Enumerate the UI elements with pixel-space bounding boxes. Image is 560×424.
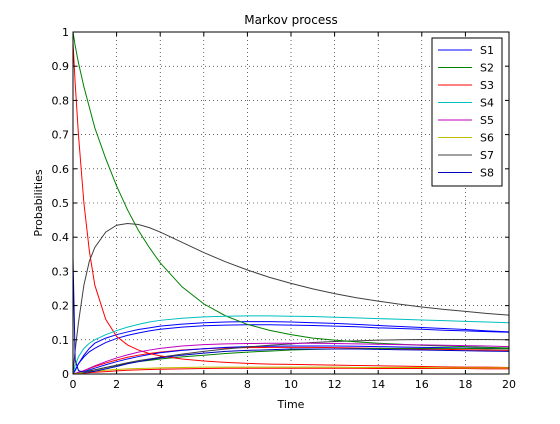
series-line-s5 [72, 342, 510, 375]
chart-title: Markov process [244, 13, 338, 27]
unlabeled-series-line [72, 324, 510, 375]
legend-label-s5: S5 [480, 114, 494, 127]
y-tick-label: 0.1 [52, 334, 70, 347]
series-line-s7 [72, 223, 510, 375]
legend-label-s1: S1 [480, 44, 494, 57]
x-tick-label: 14 [371, 378, 385, 391]
x-tick-label: 2 [113, 378, 120, 391]
axis-ticks: 0 2 4 6 8 10 12 14 16 18 20 0 0.1 0.2 0.3 0.4 0.5 0.6 0.7 0… [52, 26, 517, 391]
x-tick-label: 12 [328, 378, 342, 391]
y-tick-label: 0.2 [52, 300, 70, 313]
y-tick-label: 0.9 [52, 60, 70, 73]
x-tick-label: 0 [70, 378, 77, 391]
y-tick-label: 1 [62, 26, 69, 39]
y-axis-label: Probabilities [32, 169, 45, 236]
y-tick-label: 0.4 [52, 231, 70, 244]
series-line-s1 [72, 321, 510, 375]
legend-label-s6: S6 [480, 132, 494, 145]
unlabeled-series-line [72, 338, 510, 375]
series-line-s4 [72, 315, 510, 375]
y-tick-label: 0.7 [52, 129, 70, 142]
y-tick-label: 0.3 [52, 265, 70, 278]
y-tick-label: 0.6 [52, 163, 70, 176]
legend-label-s4: S4 [480, 97, 494, 110]
x-tick-label: 10 [284, 378, 298, 391]
x-tick-label: 4 [157, 378, 164, 391]
legend-label-s3: S3 [480, 79, 494, 92]
x-tick-label: 18 [458, 378, 472, 391]
unlabeled-series-line [72, 367, 509, 375]
series-line-s8 [72, 257, 510, 373]
y-tick-label: 0 [62, 368, 69, 381]
legend-label-s2: S2 [480, 62, 494, 75]
legend-label-s7: S7 [480, 149, 494, 162]
y-tick-label: 0.5 [52, 197, 70, 210]
y-tick-label: 0.8 [52, 94, 70, 107]
x-tick-label: 6 [200, 378, 207, 391]
series-line-s3 [72, 42, 510, 368]
x-tick-label: 16 [415, 378, 429, 391]
x-tick-label: 20 [502, 378, 516, 391]
x-axis-label: Time [277, 398, 305, 411]
x-tick-label: 8 [244, 378, 251, 391]
unlabeled-series-line [72, 345, 510, 375]
legend-box [431, 37, 503, 187]
legend-label-s8: S8 [480, 167, 494, 180]
legend: S1 S2 S3 S4 S5 S6 S7 S8 [431, 37, 503, 187]
series-lines [72, 31, 510, 375]
